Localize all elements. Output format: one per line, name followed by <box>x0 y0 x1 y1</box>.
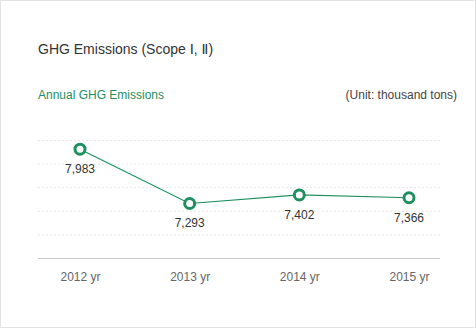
x-tick-label: 2012 yr <box>60 270 100 284</box>
grid-line <box>38 211 440 212</box>
grid-line <box>38 164 440 165</box>
grid-line <box>38 140 440 141</box>
marker <box>75 144 85 154</box>
x-tick: 2015 yr <box>389 258 429 284</box>
grid-line <box>38 234 440 235</box>
data-label: 7,366 <box>394 211 424 225</box>
x-tick-label: 2013 yr <box>170 270 210 284</box>
marker <box>185 198 195 208</box>
card-border <box>1 1 476 328</box>
x-axis-line <box>38 258 440 259</box>
data-label: 7,293 <box>175 216 205 230</box>
chart: GHG Emissions (Scope Ⅰ, Ⅱ) Annual GHG Emi… <box>0 0 476 328</box>
marker <box>404 193 414 203</box>
x-tick-label: 2015 yr <box>389 270 429 284</box>
x-tick: 2014 yr <box>280 258 320 284</box>
marker <box>294 190 304 200</box>
grid-tick <box>38 164 440 165</box>
grid-tick <box>38 211 440 212</box>
y-grid <box>38 141 440 259</box>
grid-tick <box>38 187 440 188</box>
x-axis: 2012 yr 2013 yr 2014 yr 2015 yr <box>38 258 440 284</box>
grid-tick <box>38 234 440 235</box>
data-label: 7,402 <box>284 208 314 222</box>
unit-annotation: (Unit: thousand tons) <box>346 88 457 102</box>
subtitle: Annual GHG Emissions <box>38 88 164 102</box>
title: GHG Emissions (Scope Ⅰ, Ⅱ) <box>38 41 213 57</box>
plot-area <box>75 144 414 208</box>
grid-line <box>38 187 440 188</box>
grid-tick <box>38 140 440 141</box>
x-tick-label: 2014 yr <box>280 270 320 284</box>
line <box>80 149 409 203</box>
data-label: 7,983 <box>65 162 95 176</box>
grid-line <box>38 258 440 259</box>
x-tick: 2013 yr <box>170 258 210 284</box>
x-tick: 2012 yr <box>60 258 100 284</box>
grid-tick <box>38 258 440 259</box>
